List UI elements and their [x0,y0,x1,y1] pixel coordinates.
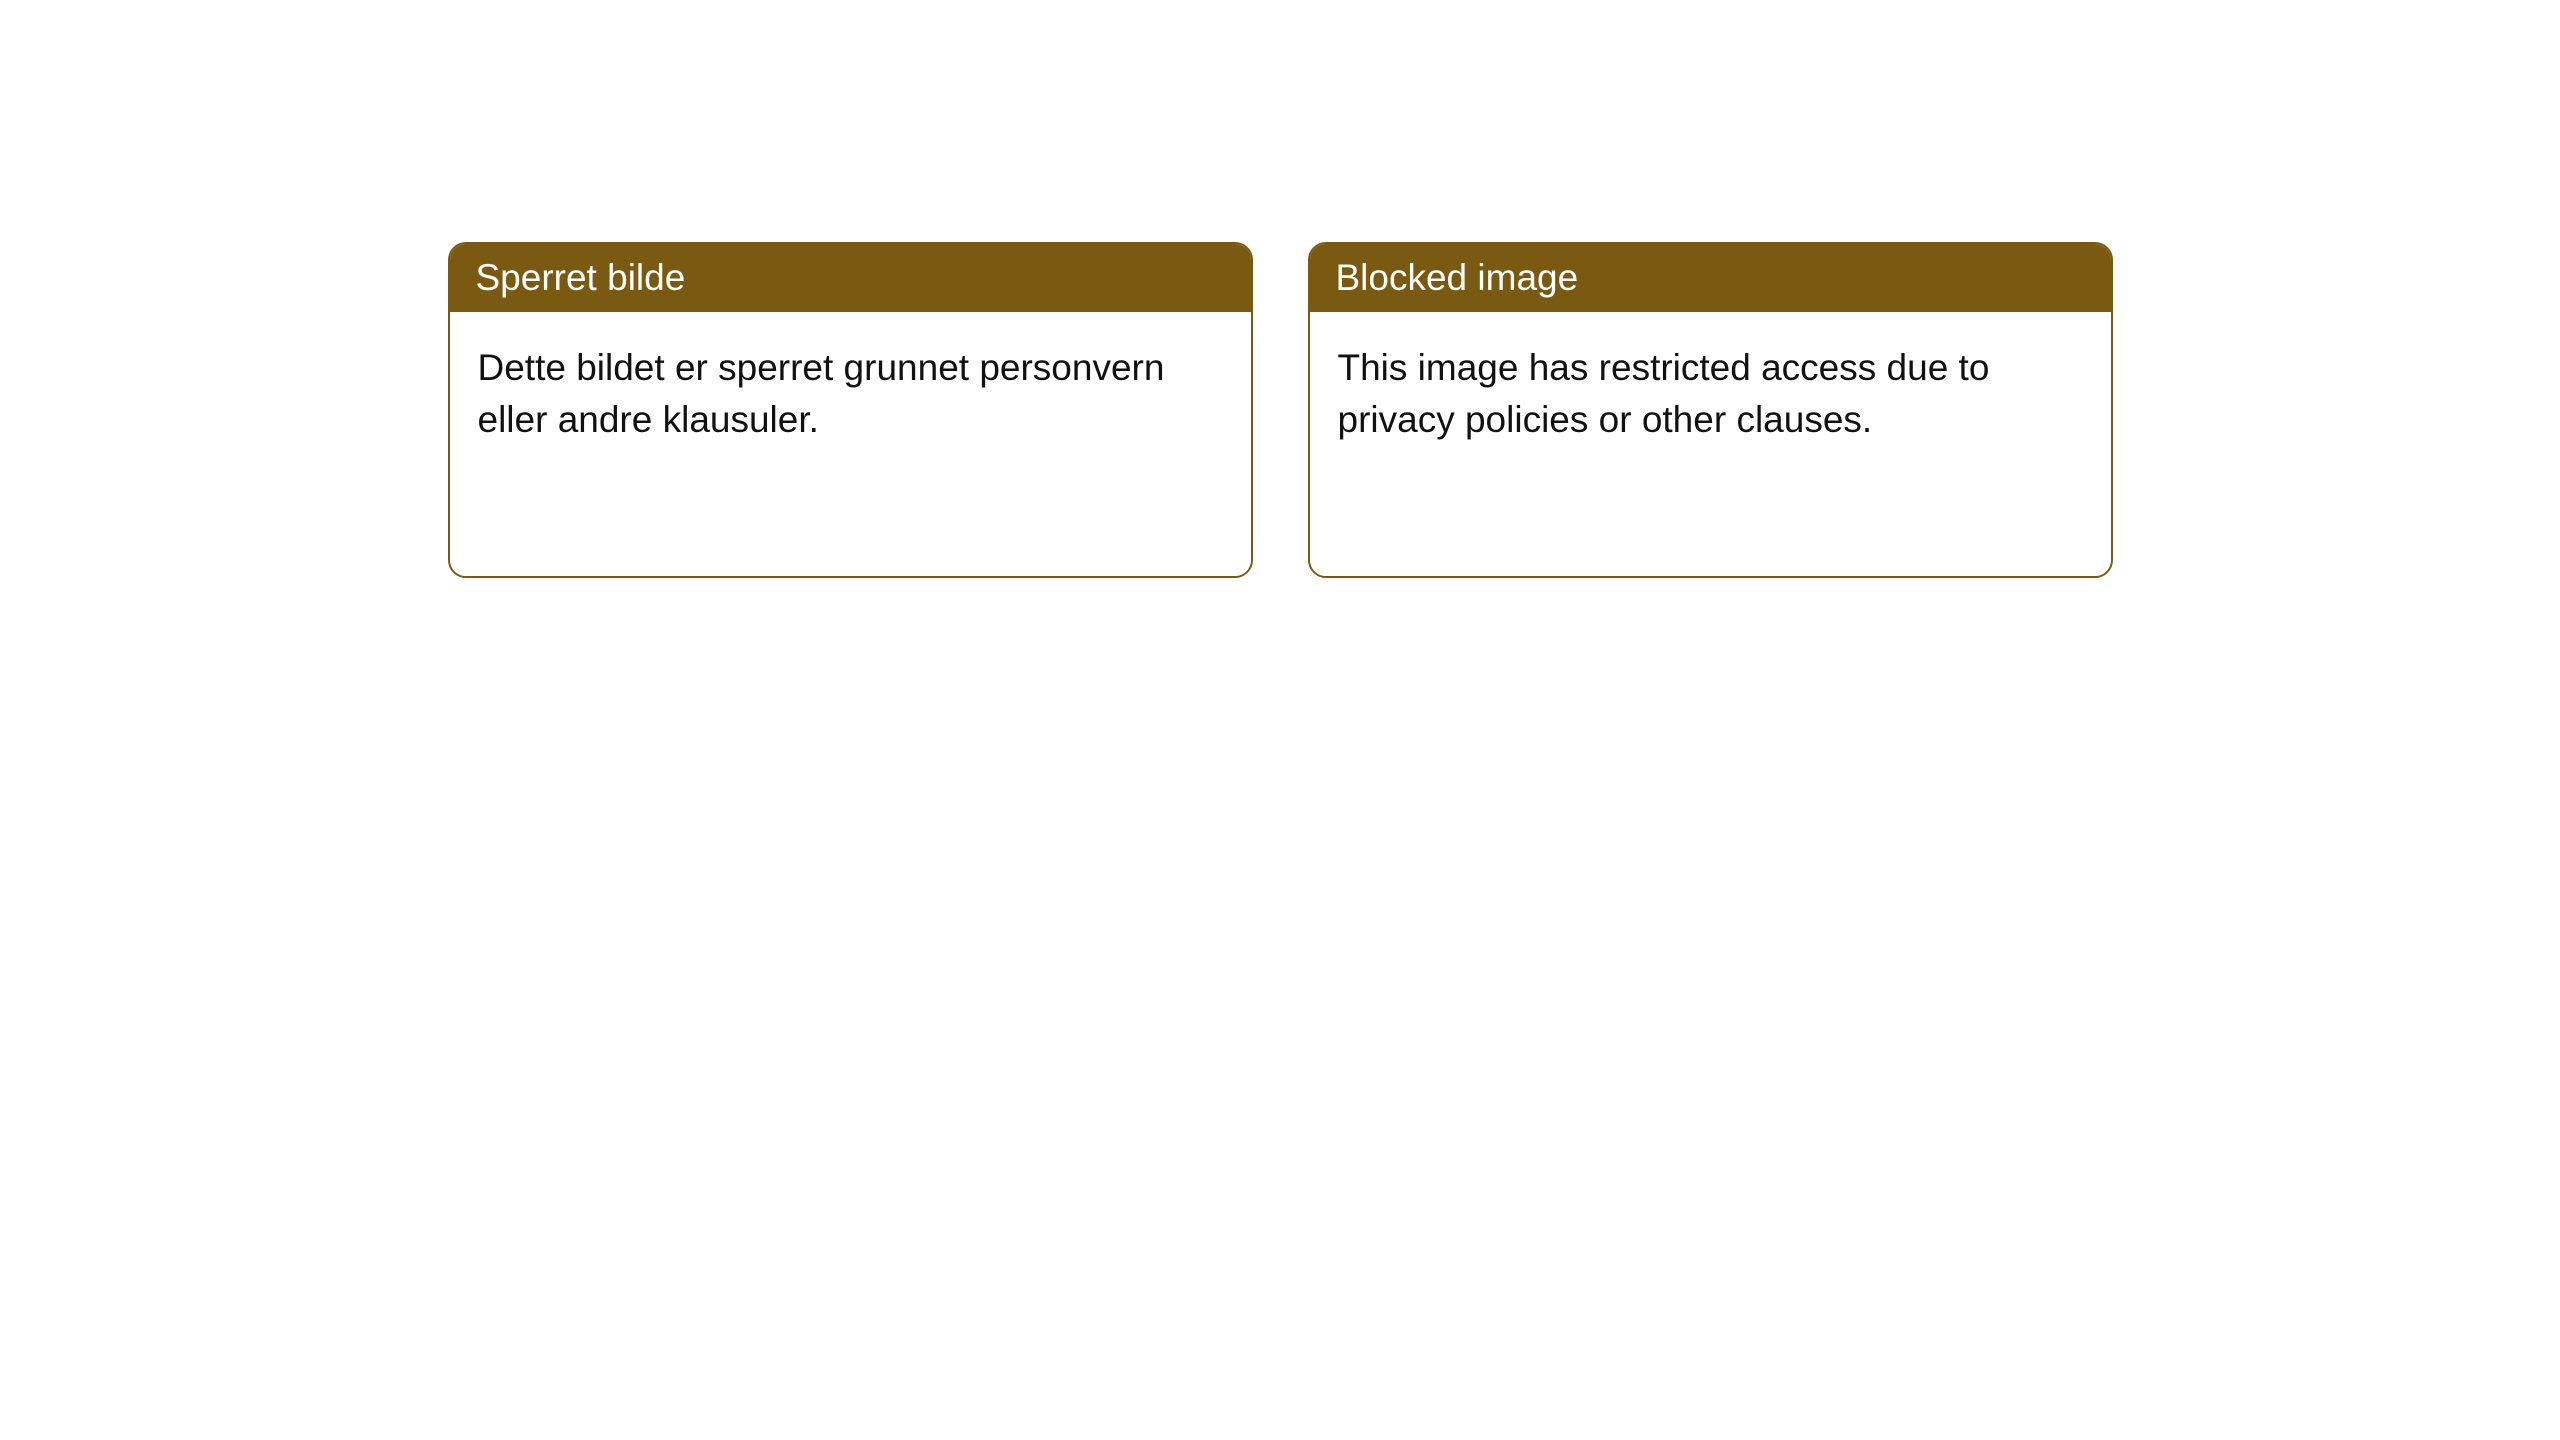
notice-card-header: Blocked image [1310,244,2111,312]
notice-card-body: This image has restricted access due to … [1310,312,2111,576]
notice-body-text: Dette bildet er sperret grunnet personve… [478,342,1223,446]
notice-header-text: Sperret bilde [476,257,686,298]
notice-card-header: Sperret bilde [450,244,1251,312]
notice-body-text: This image has restricted access due to … [1338,342,2083,446]
notice-card-norwegian: Sperret bilde Dette bildet er sperret gr… [448,242,1253,578]
notice-card-body: Dette bildet er sperret grunnet personve… [450,312,1251,576]
notice-card-english: Blocked image This image has restricted … [1308,242,2113,578]
notice-header-text: Blocked image [1336,257,1579,298]
notice-cards-container: Sperret bilde Dette bildet er sperret gr… [448,242,2113,578]
